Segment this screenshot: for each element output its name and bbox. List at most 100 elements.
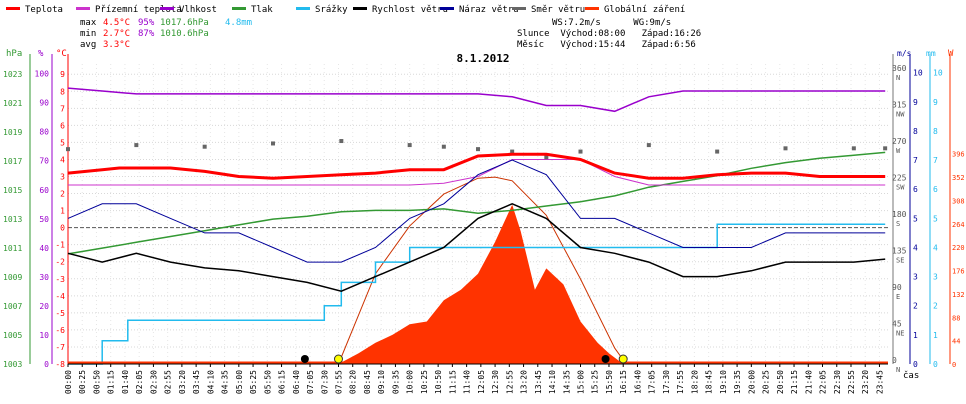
legend-swatch [440, 7, 454, 10]
wind-direction-point [476, 147, 480, 152]
radiation-tick: 44 [952, 338, 960, 346]
direction-label: SE [896, 257, 904, 265]
moon-marker [300, 355, 309, 363]
x-tick-label: 01:40 [121, 370, 130, 394]
wind-direction-point [783, 146, 788, 151]
rain-axis-title: mm [926, 49, 936, 58]
x-tick-label: 19:10 [719, 370, 728, 394]
wind-direction-point [646, 143, 651, 148]
stats-min-label: min [80, 29, 96, 39]
x-tick-label: 07:05 [306, 370, 315, 394]
stats-max-label: max [80, 18, 97, 28]
humidity-tick: 50 [39, 215, 49, 224]
x-tick-label: 12:30 [491, 370, 500, 394]
pressure-tick: 1005 [3, 331, 22, 340]
x-tick-label: 09:10 [377, 370, 386, 394]
humidity-tick: 100 [35, 70, 50, 79]
wind-speed-tick: 4 [913, 243, 918, 252]
x-tick-label: 17:30 [662, 370, 671, 394]
x-tick-label: 00:50 [93, 370, 102, 394]
radiation-tick: 352 [952, 174, 965, 182]
rain-tick: 3 [933, 273, 938, 282]
humidity-tick: 90 [39, 99, 49, 108]
humidity-tick: 0 [44, 360, 49, 369]
x-tick-label: 14:10 [548, 370, 557, 394]
stats-max-rain: 4.8mm [225, 18, 252, 28]
x-tick-label: 12:55 [505, 370, 514, 394]
humidity-tick: 10 [39, 331, 49, 340]
chart-title: 8.1.2012 [457, 52, 510, 65]
wind-speed-tick: 5 [913, 214, 918, 223]
direction-tick: 270 [892, 137, 907, 146]
legend-label: Globální záření [604, 5, 685, 15]
wind-direction-point [66, 147, 70, 152]
x-tick-label: 05:50 [263, 370, 272, 394]
x-tick-label: 02:55 [164, 370, 173, 394]
axes: hPa% °C m/s mm W1003100510071009101110131015… [3, 49, 965, 374]
x-tick-label: 22:55 [847, 370, 856, 394]
temperature-tick: 6 [60, 121, 65, 130]
legend-label: Rychlost větru [372, 5, 448, 15]
direction-tick: 0 [892, 356, 897, 365]
sun-marker [618, 354, 628, 364]
x-tick-label: 18:20 [690, 370, 699, 394]
x-tick-label: 04:10 [206, 370, 215, 394]
humidity-tick: 20 [39, 302, 49, 311]
wind-direction-point [578, 149, 583, 154]
wind-speed-tick: 3 [913, 273, 918, 282]
x-axis-title: čas [903, 370, 919, 381]
wind-direction-point [441, 144, 446, 149]
x-tick-label: 07:30 [320, 370, 329, 394]
direction-tick: 135 [892, 247, 907, 256]
global-radiation-area [338, 204, 624, 364]
temperature-tick: -7 [55, 343, 65, 352]
x-tick-label: 05:25 [249, 370, 258, 394]
radiation-tick: 396 [952, 151, 965, 159]
x-tick-label: 20:25 [762, 370, 771, 394]
temperature-tick: 8 [60, 87, 65, 96]
x-tick-label: 17:05 [648, 370, 657, 394]
x-tick-label: 22:05 [819, 370, 828, 394]
x-tick-label: 19:35 [733, 370, 742, 394]
stats-avg-temp: 3.3°C [103, 40, 130, 50]
direction-tick: 180 [892, 210, 907, 219]
legend-label: Náraz větru [459, 5, 519, 15]
rain-tick: 2 [933, 302, 938, 311]
rain-tick: 0 [933, 360, 938, 369]
x-tick-label: 10:00 [406, 370, 415, 394]
wind-gust-line [67, 159, 886, 263]
wind-speed-tick: 8 [913, 127, 918, 136]
temperature-tick: 9 [60, 70, 65, 79]
direction-label: W [896, 147, 901, 155]
legend-swatch [585, 7, 599, 10]
x-tick-label: 18:45 [705, 370, 714, 394]
x-tick-label: 05:00 [235, 370, 244, 394]
pressure-tick: 1013 [3, 215, 22, 224]
x-tick-label: 21:40 [804, 370, 813, 394]
radiation-tick: 176 [952, 268, 965, 276]
direction-label: S [896, 220, 900, 228]
wind-speed-tick: 2 [913, 302, 918, 311]
x-tick-label: 06:40 [292, 370, 301, 394]
legend-label: Teplota [25, 5, 63, 15]
x-tick-label: 23:45 [876, 370, 885, 394]
humidity-line [67, 87, 886, 113]
wind-speed-tick: 9 [913, 98, 918, 107]
x-tick-label: 00:00 [64, 370, 73, 394]
x-tick-label: 15:50 [605, 370, 614, 394]
info-wind: WS:7.2m/s WG:9m/s [552, 18, 671, 28]
info-block: WS:7.2m/s WG:9m/s Slunce Východ:08:00 Zá… [517, 18, 701, 50]
wind-direction-point [202, 144, 207, 149]
radiation-tick: 88 [952, 314, 960, 322]
direction-label: N [896, 366, 900, 374]
rain-tick: 5 [933, 214, 938, 223]
radiation-tick: 264 [952, 221, 965, 229]
radiation-tick: 308 [952, 197, 965, 205]
humidity-tick: 40 [39, 244, 49, 253]
temperature-tick: -8 [55, 360, 65, 369]
wind-speed-tick: 0 [913, 360, 918, 369]
rain-tick: 8 [933, 127, 938, 136]
direction-tick: 225 [892, 174, 907, 183]
